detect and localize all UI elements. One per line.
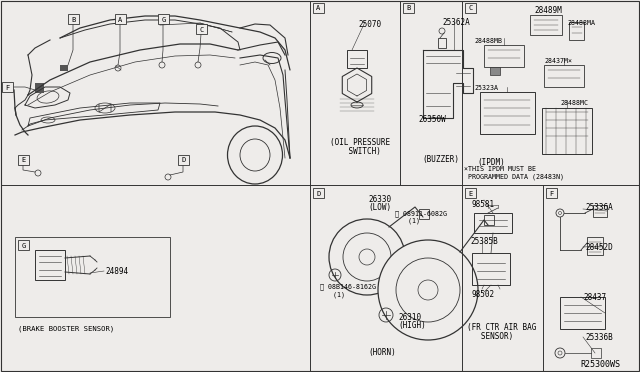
Text: C: C xyxy=(468,6,472,12)
Text: (LOW): (LOW) xyxy=(368,203,391,212)
Bar xyxy=(196,24,207,34)
Circle shape xyxy=(329,219,405,295)
Text: 25362A: 25362A xyxy=(442,18,470,27)
Bar xyxy=(465,3,476,13)
Bar xyxy=(546,188,557,198)
Text: 28488MA: 28488MA xyxy=(567,20,595,26)
Text: F: F xyxy=(5,84,10,90)
Bar xyxy=(313,188,324,198)
Text: 26330: 26330 xyxy=(368,195,391,204)
Bar xyxy=(158,14,169,24)
Text: 28488MC: 28488MC xyxy=(560,100,588,106)
Text: 28452D: 28452D xyxy=(585,243,612,252)
Bar xyxy=(178,155,189,165)
Text: (1): (1) xyxy=(400,218,420,224)
Bar xyxy=(474,213,512,233)
Text: 24894: 24894 xyxy=(105,267,128,276)
Text: (BUZZER): (BUZZER) xyxy=(422,155,459,164)
Bar xyxy=(419,209,429,219)
Ellipse shape xyxy=(263,52,281,64)
Bar xyxy=(403,3,414,13)
Text: 26310: 26310 xyxy=(398,313,421,322)
Text: 25070: 25070 xyxy=(358,20,381,29)
Bar xyxy=(560,297,605,329)
Text: 25336B: 25336B xyxy=(585,333,612,342)
Text: A: A xyxy=(316,6,321,12)
Bar xyxy=(35,83,44,93)
Bar xyxy=(587,237,603,255)
Text: SENSOR): SENSOR) xyxy=(467,332,513,341)
Text: D: D xyxy=(316,190,321,196)
Text: PROGRAMMED DATA (28483N): PROGRAMMED DATA (28483N) xyxy=(464,174,564,180)
Text: 26350W: 26350W xyxy=(418,115,445,124)
Bar xyxy=(530,15,562,35)
Text: B: B xyxy=(72,16,76,22)
Bar xyxy=(60,65,68,71)
Bar xyxy=(472,253,510,285)
Text: 28437M×: 28437M× xyxy=(544,58,572,64)
Text: (HORN): (HORN) xyxy=(368,348,396,357)
Bar xyxy=(591,348,601,358)
Bar xyxy=(15,237,170,317)
Bar xyxy=(18,240,29,250)
Bar xyxy=(484,215,494,225)
Text: 25385B: 25385B xyxy=(470,237,498,246)
Text: R25300WS: R25300WS xyxy=(580,360,620,369)
Text: G: G xyxy=(21,243,26,248)
Text: B: B xyxy=(406,6,411,12)
Text: (HIGH): (HIGH) xyxy=(398,321,426,330)
Text: (FR CTR AIR BAG: (FR CTR AIR BAG xyxy=(467,323,536,332)
Bar xyxy=(313,3,324,13)
Text: (1): (1) xyxy=(325,291,345,298)
Text: 28489M: 28489M xyxy=(534,6,562,15)
Bar xyxy=(68,14,79,24)
Text: E: E xyxy=(468,190,472,196)
Text: 25336A: 25336A xyxy=(585,203,612,212)
Bar xyxy=(347,50,367,68)
Text: 28437: 28437 xyxy=(583,293,606,302)
Text: Ⓡ 08B146-8162G: Ⓡ 08B146-8162G xyxy=(320,283,376,290)
Text: C: C xyxy=(200,26,204,32)
Text: (OIL PRESSURE: (OIL PRESSURE xyxy=(330,138,390,147)
Text: ×THIS IPDM MUST BE: ×THIS IPDM MUST BE xyxy=(464,166,536,172)
Text: G: G xyxy=(161,16,166,22)
Bar xyxy=(2,82,13,92)
Bar xyxy=(115,14,126,24)
Text: SWITCH): SWITCH) xyxy=(330,147,381,156)
Circle shape xyxy=(378,240,478,340)
Bar xyxy=(569,22,584,40)
Bar xyxy=(480,92,535,134)
Ellipse shape xyxy=(227,126,282,184)
Text: Ⓝ 08911-6082G: Ⓝ 08911-6082G xyxy=(395,210,447,217)
Text: (BRAKE BOOSTER SENSOR): (BRAKE BOOSTER SENSOR) xyxy=(18,325,115,331)
Bar xyxy=(542,108,592,154)
Bar xyxy=(544,65,584,87)
Text: (IPDM): (IPDM) xyxy=(477,158,505,167)
Bar xyxy=(18,155,29,165)
Text: D: D xyxy=(181,157,186,164)
Text: E: E xyxy=(21,157,26,164)
Bar xyxy=(465,188,476,198)
Text: F: F xyxy=(549,190,554,196)
Text: A: A xyxy=(118,16,123,22)
Text: 28488MB: 28488MB xyxy=(474,38,502,44)
Bar xyxy=(35,250,65,280)
Bar xyxy=(490,67,500,75)
Bar xyxy=(484,45,524,67)
Text: 98581: 98581 xyxy=(472,200,495,209)
Bar xyxy=(438,38,446,48)
Bar xyxy=(593,205,607,217)
Text: 25323A: 25323A xyxy=(474,85,498,91)
Text: 98502: 98502 xyxy=(472,290,495,299)
